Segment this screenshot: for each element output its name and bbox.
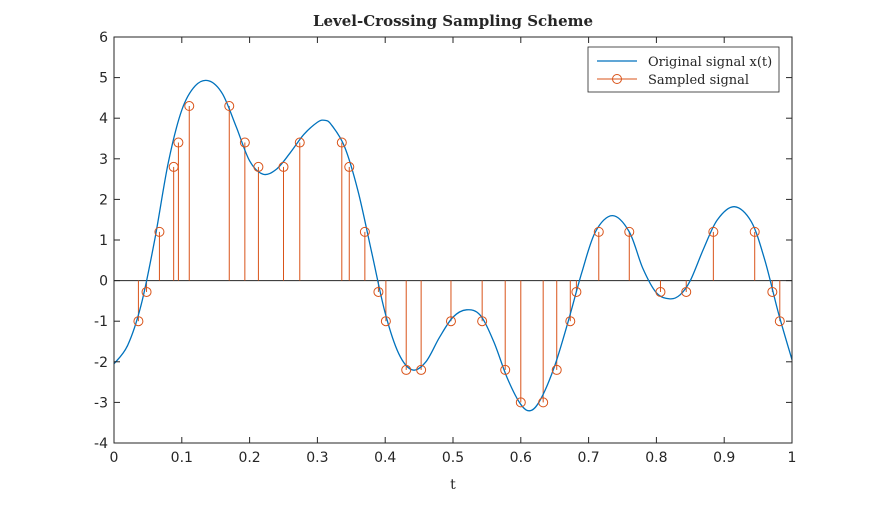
- sample-point: [253, 161, 264, 172]
- legend-marker-sampled: [612, 74, 622, 84]
- y-tick-label: 2: [99, 192, 108, 208]
- sample-point: [294, 137, 305, 148]
- stems-layer: [137, 106, 781, 403]
- sample-point: [184, 101, 195, 112]
- y-tick-label: -4: [94, 436, 108, 452]
- y-tick-label: 0: [99, 274, 108, 290]
- x-tick-label: 0.6: [510, 450, 532, 466]
- y-tick-label: 3: [99, 152, 108, 168]
- sample-point: [401, 364, 412, 375]
- x-tick-label: 0.1: [171, 450, 193, 466]
- original-signal-line: [113, 79, 793, 412]
- sample-point: [416, 364, 427, 375]
- sample-point: [655, 286, 666, 297]
- sample-point: [565, 316, 576, 327]
- x-tick-label: 0.5: [442, 450, 464, 466]
- sample-point: [551, 364, 562, 375]
- legend: Original signal x(t) Sampled signal: [587, 46, 780, 93]
- x-tick-label: 0.7: [577, 450, 599, 466]
- sample-point: [624, 226, 635, 237]
- y-tick-label: 4: [99, 111, 108, 127]
- x-axis-label: t: [450, 477, 456, 493]
- sample-point: [359, 226, 370, 237]
- y-axis-ticks: -4 -3 -2 -1 0 1 2 3 4 5 6: [94, 30, 792, 452]
- sample-point: [141, 286, 152, 297]
- sample-point: [445, 316, 456, 327]
- curve-layer: [113, 79, 793, 412]
- sample-point: [224, 101, 235, 112]
- sample-point: [344, 161, 355, 172]
- sample-point: [571, 286, 582, 297]
- y-tick-label: 5: [99, 71, 108, 87]
- x-tick-label: 0.4: [374, 450, 396, 466]
- sample-point: [681, 286, 692, 297]
- y-tick-label: -3: [94, 395, 108, 411]
- sample-point: [278, 161, 289, 172]
- sample-point: [373, 286, 384, 297]
- y-tick-label: 1: [99, 233, 108, 249]
- x-tick-label: 0.9: [713, 450, 735, 466]
- sample-point: [708, 226, 719, 237]
- sample-point: [133, 316, 144, 327]
- sample-point: [515, 397, 526, 408]
- sample-point: [168, 161, 179, 172]
- legend-label-original: Original signal x(t): [648, 55, 772, 70]
- x-tick-label: 0.2: [238, 450, 260, 466]
- legend-label-sampled: Sampled signal: [648, 73, 749, 88]
- sample-point: [239, 137, 250, 148]
- y-tick-label: -1: [94, 314, 108, 330]
- x-tick-label: 0.8: [645, 450, 667, 466]
- sample-point: [477, 316, 488, 327]
- sample-point: [767, 286, 778, 297]
- y-tick-label: -2: [94, 355, 108, 371]
- x-tick-label: 0.3: [306, 450, 328, 466]
- sample-point: [500, 364, 511, 375]
- legend-box: [587, 46, 780, 93]
- markers-layer: [133, 101, 785, 408]
- chart-title: Level-Crossing Sampling Scheme: [313, 12, 593, 30]
- x-tick-label: 0: [110, 450, 119, 466]
- y-tick-label: 6: [99, 30, 108, 46]
- x-tick-label: 1: [788, 450, 797, 466]
- plot-background: [114, 37, 792, 443]
- sample-point: [380, 316, 391, 327]
- sample-point: [336, 137, 347, 148]
- sample-point: [538, 397, 549, 408]
- sample-point: [749, 226, 760, 237]
- sample-point: [593, 226, 604, 237]
- sample-point: [173, 137, 184, 148]
- x-axis-ticks: 0 0.1 0.2 0.3 0.4 0.5 0.6 0.7 0.8 0.9 1: [110, 37, 797, 466]
- sample-point: [154, 226, 165, 237]
- sample-point: [774, 316, 785, 327]
